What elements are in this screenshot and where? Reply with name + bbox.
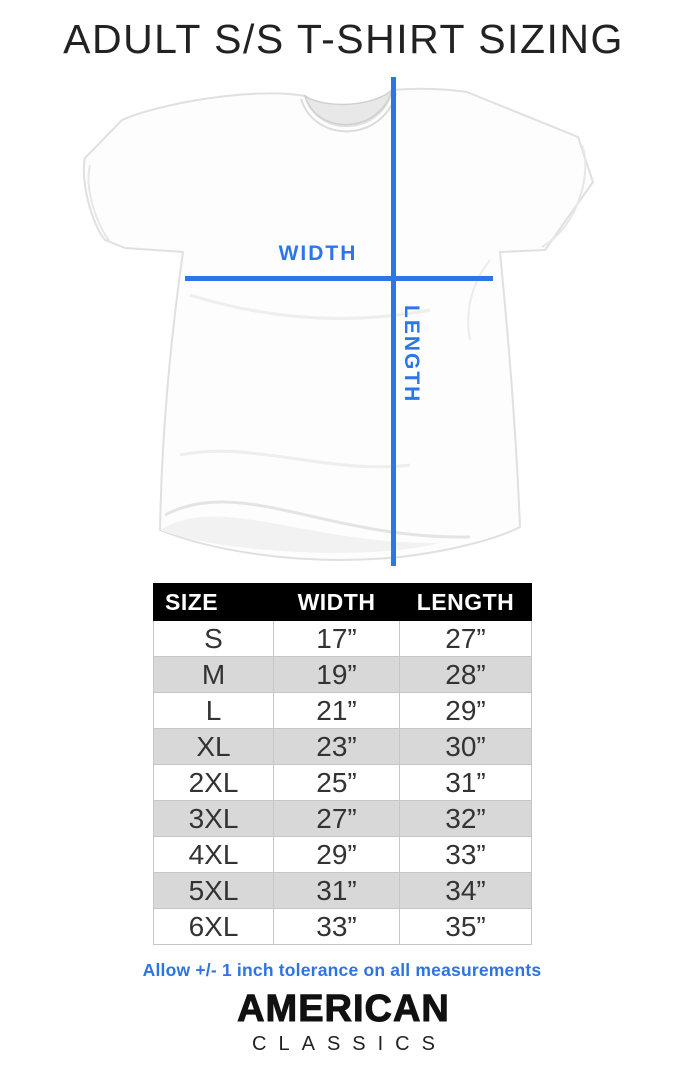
size-cell: M [153, 656, 274, 693]
length-cell: 33” [399, 836, 532, 873]
table-row: XL 23” 30” [153, 728, 532, 765]
table-row: 3XL 27” 32” [153, 800, 532, 837]
size-cell: XL [153, 728, 274, 765]
length-cell: 32” [399, 800, 532, 837]
table-row: L 21” 29” [153, 692, 532, 729]
width-cell: 21” [273, 692, 400, 729]
width-cell: 33” [273, 908, 400, 945]
column-header-size: SIZE [153, 583, 274, 621]
size-cell: 2XL [153, 764, 274, 801]
table-row: 6XL 33” 35” [153, 908, 532, 945]
table-row: S 17” 27” [153, 620, 532, 657]
width-cell: 25” [273, 764, 400, 801]
size-cell: S [153, 620, 274, 657]
table-row: 2XL 25” 31” [153, 764, 532, 801]
table-row: 5XL 31” 34” [153, 872, 532, 909]
width-cell: 31” [273, 872, 400, 909]
length-cell: 28” [399, 656, 532, 693]
column-header-length: LENGTH [399, 583, 532, 621]
size-cell: 3XL [153, 800, 274, 837]
length-measure-line [391, 77, 396, 566]
page-title: ADULT S/S T-SHIRT SIZING [63, 16, 624, 62]
width-cell: 29” [273, 836, 400, 873]
size-table-header: SIZE WIDTH LENGTH [153, 583, 532, 621]
tshirt-image [70, 75, 615, 570]
table-row: M 19” 28” [153, 656, 532, 693]
length-cell: 27” [399, 620, 532, 657]
length-cell: 35” [399, 908, 532, 945]
size-table: SIZE WIDTH LENGTH S 17” 27” M 19” 28” L 21” 29” X… [153, 583, 532, 945]
size-cell: 4XL [153, 836, 274, 873]
length-cell: 34” [399, 872, 532, 909]
brand-logo: AMERICAN CLASSICS [0, 988, 687, 1055]
length-measure-label: LENGTH [400, 305, 423, 404]
size-cell: L [153, 692, 274, 729]
brand-name-classics: CLASSICS [252, 1033, 447, 1055]
width-cell: 27” [273, 800, 400, 837]
length-cell: 30” [399, 728, 532, 765]
column-header-width: WIDTH [273, 583, 400, 621]
width-cell: 17” [273, 620, 400, 657]
tolerance-note: Allow +/- 1 inch tolerance on all measur… [142, 960, 542, 980]
width-cell: 19” [273, 656, 400, 693]
width-cell: 23” [273, 728, 400, 765]
width-measure-line [185, 276, 493, 281]
tshirt-illustration [82, 87, 594, 561]
brand-name-american: AMERICAN [237, 988, 450, 1030]
length-cell: 31” [399, 764, 532, 801]
size-cell: 6XL [153, 908, 274, 945]
size-cell: 5XL [153, 872, 274, 909]
width-measure-label: WIDTH [278, 242, 358, 265]
table-row: 4XL 29” 33” [153, 836, 532, 873]
size-table-body: S 17” 27” M 19” 28” L 21” 29” XL 23” 30” 2XL 25” 31” 3X… [153, 620, 532, 945]
length-cell: 29” [399, 692, 532, 729]
